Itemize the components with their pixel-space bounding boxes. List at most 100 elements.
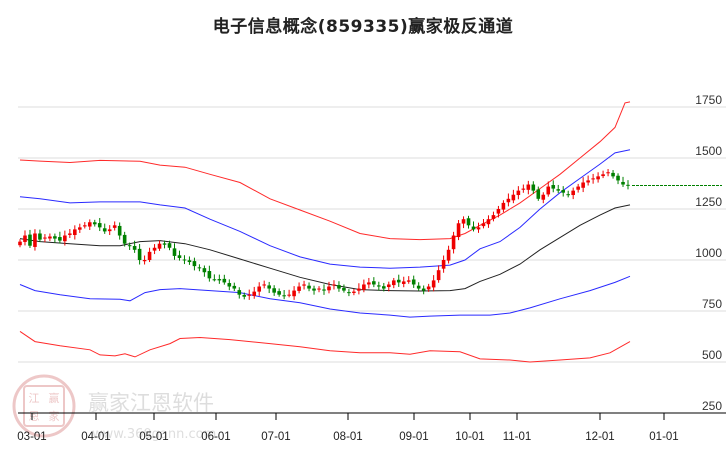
candle-body xyxy=(282,295,286,297)
watermark: 江 赢 恩 家 赢家江恩软件 www.360gann.com xyxy=(12,374,216,442)
candle-body xyxy=(127,245,132,247)
candle-body xyxy=(401,281,406,284)
candle-body xyxy=(117,225,122,236)
candle-body xyxy=(536,189,541,199)
candle-body xyxy=(416,285,421,289)
candle-body xyxy=(33,233,37,247)
candle-body xyxy=(142,260,147,262)
candle-body xyxy=(551,185,556,189)
candle-body xyxy=(307,285,311,289)
line-outer_lower xyxy=(19,330,631,363)
candle-body xyxy=(38,233,42,240)
y-axis-ticks: 1750 1500 1250 1000 750 500 250 xyxy=(695,93,722,413)
candle-body xyxy=(581,182,585,188)
candle-body xyxy=(436,270,441,281)
candle-body xyxy=(521,188,526,190)
candle-body xyxy=(48,236,52,239)
candlesticks xyxy=(18,169,630,300)
candle-body xyxy=(586,180,590,183)
candle-body xyxy=(137,248,142,260)
candle-body xyxy=(406,280,411,282)
candle-body xyxy=(476,227,481,230)
candle-body xyxy=(68,233,72,235)
candle-body xyxy=(28,234,32,246)
candle-body xyxy=(217,279,222,281)
candle-body xyxy=(571,190,575,196)
x-tick-label: 04-01 xyxy=(81,431,110,443)
candle-body xyxy=(227,283,232,287)
candle-body xyxy=(102,228,107,232)
candle-body xyxy=(192,261,197,267)
candle-body xyxy=(332,284,336,286)
candle-body xyxy=(601,174,605,177)
candle-body xyxy=(591,178,595,180)
candle-body xyxy=(63,235,67,242)
candle-body xyxy=(157,243,162,249)
candle-body xyxy=(556,189,561,191)
candle-body xyxy=(367,282,371,285)
candle-body xyxy=(576,186,580,190)
candle-body xyxy=(187,260,192,263)
candle-body xyxy=(411,279,416,285)
y-tick-label: 750 xyxy=(702,297,722,311)
candle-body xyxy=(352,291,356,293)
candle-body xyxy=(496,209,501,214)
candle-body xyxy=(272,288,276,293)
x-tick-label: 06-01 xyxy=(201,431,230,443)
candle-body xyxy=(112,225,117,228)
line-outer_upper xyxy=(19,101,631,241)
candle-body xyxy=(87,222,92,227)
candle-body xyxy=(267,285,271,289)
y-tick-label: 1500 xyxy=(695,144,722,158)
x-axis-ticks: 03-01 04-01 05-01 06-01 07-01 08-01 09-01 10-01… xyxy=(17,413,679,443)
y-tick-label: 1750 xyxy=(695,93,722,107)
candle-body xyxy=(247,294,252,296)
candle-body xyxy=(516,190,521,196)
candle-body xyxy=(441,260,446,269)
candle-body xyxy=(611,172,615,177)
candle-body xyxy=(147,251,152,260)
candle-body xyxy=(396,279,401,283)
candle-body xyxy=(122,234,127,244)
x-tick-label: 03-01 xyxy=(17,431,46,443)
candle-body xyxy=(18,241,22,246)
candle-body xyxy=(347,292,351,294)
candle-body xyxy=(446,249,451,261)
candle-body xyxy=(317,288,321,290)
watermark-url: www.360gann.com xyxy=(92,427,216,442)
candle-body xyxy=(197,267,202,269)
candle-body xyxy=(386,284,391,288)
candle-body xyxy=(456,223,461,238)
candle-body xyxy=(202,268,207,273)
x-tick-label: 05-01 xyxy=(139,431,168,443)
candle-body xyxy=(362,284,366,290)
candle-body xyxy=(501,202,506,210)
candle-body xyxy=(377,285,381,287)
candle-body xyxy=(466,218,471,226)
candle-body xyxy=(277,291,281,295)
candle-body xyxy=(73,229,77,236)
candle-body xyxy=(382,286,386,289)
candle-body xyxy=(167,243,172,248)
candle-body xyxy=(541,194,546,200)
candle-body xyxy=(53,236,57,239)
candle-body xyxy=(262,284,266,286)
candle-body xyxy=(132,246,137,250)
candle-body xyxy=(486,219,491,225)
candle-body xyxy=(162,243,167,245)
candle-body xyxy=(237,290,242,295)
x-tick-label: 07-01 xyxy=(261,431,290,443)
watermark-seal-box xyxy=(23,385,65,427)
candle-body xyxy=(546,186,551,195)
x-tick-label: 12-01 xyxy=(585,431,614,443)
candle-body xyxy=(337,285,341,289)
candle-body xyxy=(172,248,177,256)
candle-body xyxy=(302,284,306,286)
candle-body xyxy=(322,289,326,291)
candle-body xyxy=(561,190,566,193)
watermark-seal-char: 赢 xyxy=(49,391,60,405)
candle-body xyxy=(461,219,466,224)
y-tick-label: 500 xyxy=(702,348,722,362)
candle-body xyxy=(177,255,182,258)
